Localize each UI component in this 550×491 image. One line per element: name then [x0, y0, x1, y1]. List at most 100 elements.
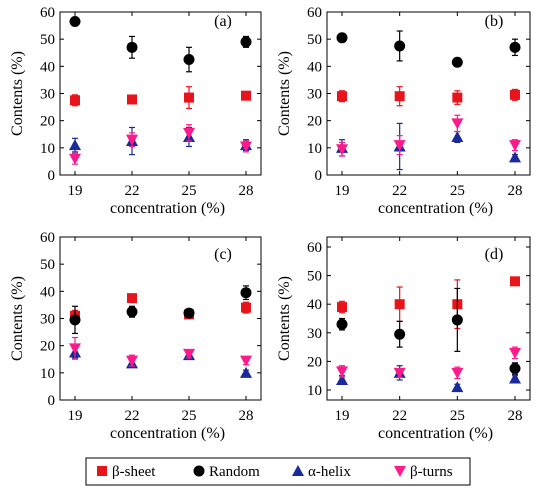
x-axis-label: concentration (%): [378, 425, 493, 442]
data-point-alpha-helix: [451, 130, 464, 142]
series-beta-sheet: [337, 86, 520, 107]
legend-item-beta-turns: β-turns: [394, 464, 453, 480]
x-tick-label: 28: [239, 408, 254, 424]
y-tick-label: 20: [307, 114, 322, 130]
y-tick-label: 30: [40, 312, 55, 328]
data-point-alpha-helix: [240, 366, 252, 378]
data-point-beta-turns: [451, 118, 464, 130]
x-tick-label: 22: [125, 408, 140, 424]
data-point-beta-sheet: [241, 302, 251, 313]
data-point-beta-sheet: [337, 302, 347, 313]
data-point-beta-turns: [336, 144, 348, 156]
legend-item-random: Random: [193, 464, 260, 480]
data-point-beta-turns: [183, 127, 195, 139]
panel-label: (b): [485, 13, 504, 30]
data-point-beta-sheet: [127, 293, 137, 304]
series-beta-sheet: [70, 86, 251, 110]
x-tick-label: 25: [182, 408, 197, 424]
y-axis-label: Contents (%): [276, 51, 293, 136]
y-tick-label: 50: [307, 269, 322, 285]
data-point-beta-turns: [393, 140, 406, 152]
x-tick-label: 22: [125, 183, 140, 199]
legend-item-alpha-helix: α-helix: [292, 464, 351, 480]
x-axis-label: concentration (%): [110, 200, 225, 217]
data-point-beta-turns: [393, 367, 406, 379]
series-beta-turns: [336, 114, 521, 157]
x-tick-label: 19: [335, 183, 350, 199]
y-tick-label: 60: [40, 5, 55, 21]
y-tick-label: 50: [40, 257, 55, 273]
data-point-beta-turns: [240, 141, 252, 153]
x-tick-label: 22: [392, 183, 407, 199]
y-tick-label: 10: [307, 141, 322, 157]
legend: β-sheet Random α-helix β-turns: [85, 457, 471, 486]
data-point-beta-turns: [240, 355, 252, 367]
data-point-beta-sheet: [394, 91, 405, 102]
legend-items: β-sheet Random α-helix β-turns: [97, 464, 453, 480]
data-point-beta-turns: [69, 153, 81, 165]
y-tick-label: 20: [307, 354, 322, 370]
panel-label: (a): [214, 13, 232, 30]
y-axis-label: Contents (%): [9, 276, 26, 361]
series-random: [69, 285, 252, 335]
x-tick-label: 19: [335, 408, 350, 424]
series-alpha-helix: [69, 126, 252, 156]
data-point-beta-turns: [451, 367, 464, 379]
data-point-beta-sheet: [510, 276, 520, 287]
x-tick-label: 25: [450, 408, 465, 424]
series-beta-turns: [336, 346, 521, 380]
data-point-alpha-helix: [69, 139, 81, 151]
y-tick-label: 60: [40, 230, 55, 246]
data-point-beta-turns: [183, 348, 195, 360]
legend-label: α-helix: [308, 464, 351, 480]
panel-label: (d): [485, 246, 504, 263]
chart-panel-d: 10 20 30 40 50 60 19 22 25 28 concentration (%) Con…: [276, 236, 531, 442]
series-alpha-helix: [336, 365, 521, 393]
data-point-random: [509, 363, 521, 375]
panel-label: (c): [214, 246, 232, 263]
chart-panel-c: 0 10 20 30 40 50 60 19 22 25 28 concentration (%) Co…: [9, 230, 262, 442]
legend-label: β-sheet: [112, 464, 156, 480]
data-point-beta-turns: [126, 134, 138, 146]
data-point-random: [451, 56, 463, 68]
legend-item-beta-sheet: β-sheet: [97, 464, 156, 480]
data-point-alpha-helix: [509, 151, 521, 163]
series-beta-sheet: [337, 276, 520, 330]
data-point-alpha-helix: [509, 372, 521, 384]
y-tick-label: 30: [40, 87, 55, 103]
data-point-alpha-helix: [451, 381, 464, 393]
data-point-beta-turns: [69, 343, 81, 355]
data-point-random: [126, 41, 138, 53]
x-tick-label: 25: [450, 183, 465, 199]
series-beta-turns: [69, 124, 252, 165]
data-point-beta-turns: [336, 366, 348, 378]
data-point-random: [183, 54, 195, 66]
data-point-random: [240, 36, 252, 48]
series-random: [336, 287, 521, 375]
chart-panel-b: 0 10 20 30 40 50 60 19 22 25 28 concentration (%) Co…: [276, 5, 531, 217]
data-point-random: [509, 41, 521, 53]
y-tick-label: 40: [307, 59, 322, 75]
data-point-alpha-helix: [336, 373, 348, 385]
data-point-random: [336, 32, 348, 44]
x-axis-label: concentration (%): [110, 425, 225, 442]
data-point-random: [69, 314, 81, 326]
x-tick-label: 28: [508, 408, 523, 424]
x-tick-label: 19: [68, 183, 83, 199]
y-tick-label: 30: [307, 87, 322, 103]
data-point-beta-sheet: [394, 299, 405, 310]
data-point-random: [183, 307, 195, 319]
y-tick-label: 40: [40, 284, 55, 300]
y-tick-label: 10: [307, 383, 322, 399]
y-tick-label: 30: [307, 326, 322, 342]
y-tick-label: 10: [40, 141, 55, 157]
legend-marker-alpha-helix: [292, 465, 304, 476]
y-axis-label: Contents (%): [276, 276, 293, 361]
data-point-beta-sheet: [241, 90, 251, 101]
legend-box: [85, 457, 471, 486]
data-point-random: [126, 306, 138, 318]
series-alpha-helix: [69, 346, 252, 378]
data-point-beta-turns: [126, 355, 138, 367]
y-tick-label: 60: [307, 240, 322, 256]
